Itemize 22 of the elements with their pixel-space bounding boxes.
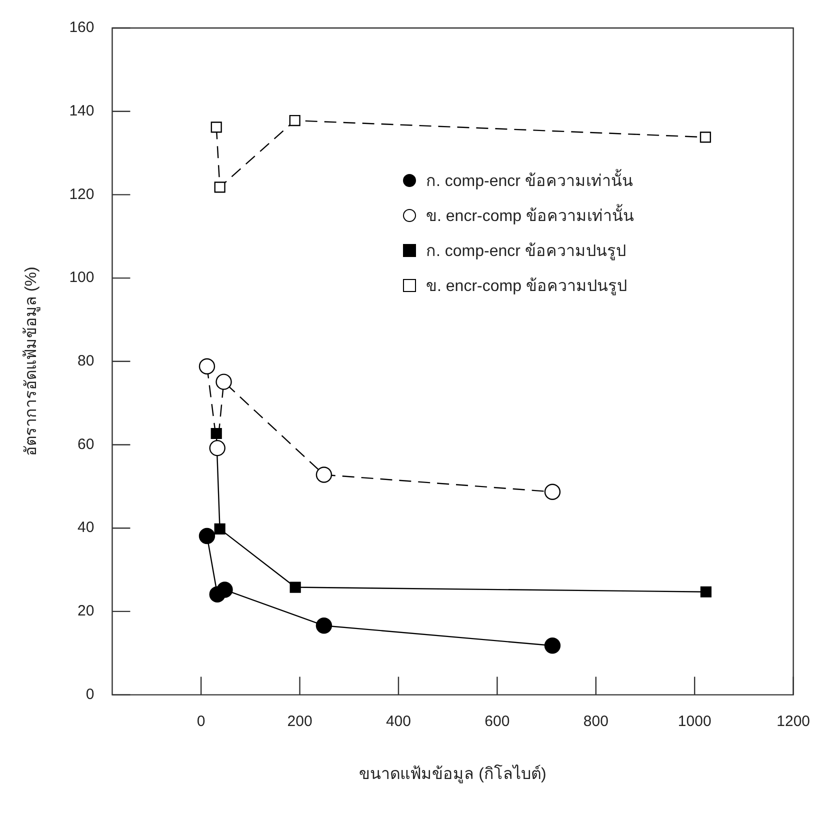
x-tick-label: 800 [583, 712, 608, 730]
legend-label: ข. encr-comp ข้อความปนรูป [426, 276, 627, 298]
y-tick-label: 40 [78, 519, 94, 536]
y-tick-label: 20 [78, 602, 94, 620]
x-tick-label: 1000 [678, 712, 712, 730]
y-tick-label: 60 [78, 436, 94, 453]
x-tick-label: 400 [386, 712, 411, 730]
x-tick-label: 200 [287, 712, 312, 730]
x-axis-title: ขนาดแฟ้มข้อมูล (กิโลไบต์) [359, 764, 546, 784]
legend-label: ข. encr-comp ข้อความเท่านั้น [426, 203, 634, 227]
y-tick-label: 140 [69, 102, 94, 120]
legend-label: ก. comp-encr ข้อความปนรูป [426, 242, 626, 262]
y-tick-label: 80 [78, 352, 94, 370]
x-tick-label: 0 [196, 712, 206, 730]
y-tick-label: 160 [69, 19, 94, 36]
y-tick-label: 100 [69, 269, 94, 286]
x-tick-label: 1200 [776, 712, 810, 730]
y-tick-label: 120 [69, 186, 94, 203]
x-tick-label: 600 [484, 712, 510, 730]
y-tick-label: 0 [86, 686, 94, 703]
legend-label: ก. comp-encr ข้อความเท่านั้น [426, 168, 633, 192]
y-axis-title: อัตราการอัดแฟ้มข้อมูล (%) [22, 266, 42, 456]
